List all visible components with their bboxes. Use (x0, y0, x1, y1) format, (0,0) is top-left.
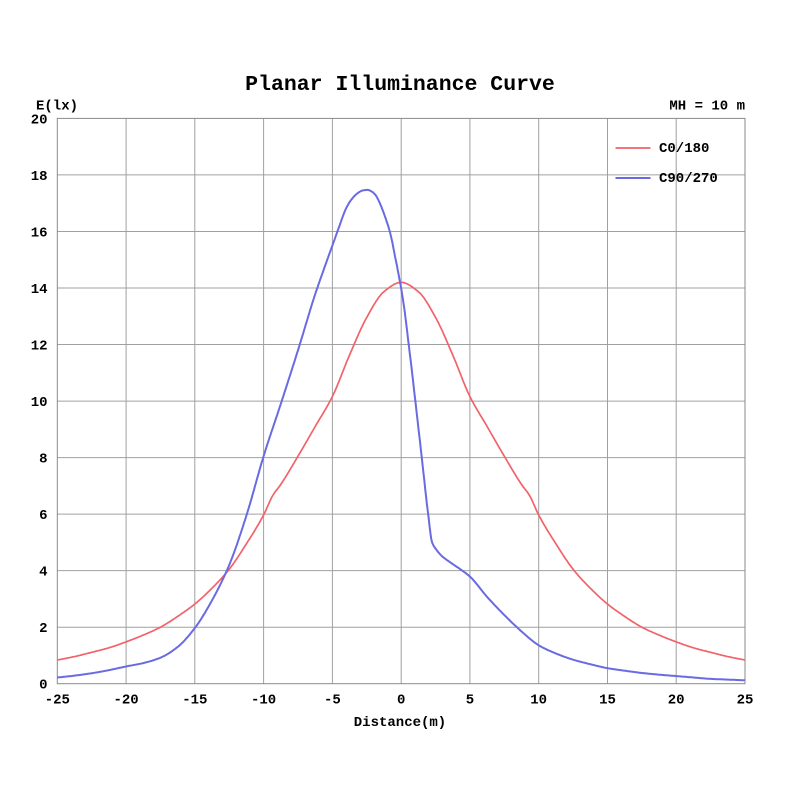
svg-text:MH = 10 m: MH = 10 m (669, 99, 745, 115)
svg-text:18: 18 (31, 169, 48, 185)
svg-text:Planar Illuminance Curve: Planar Illuminance Curve (245, 73, 555, 97)
svg-text:-5: -5 (324, 693, 341, 709)
svg-text:C0/180: C0/180 (659, 141, 709, 157)
svg-text:0: 0 (39, 678, 47, 694)
svg-text:-15: -15 (182, 693, 207, 709)
svg-text:12: 12 (31, 338, 48, 354)
svg-text:20: 20 (668, 693, 685, 709)
svg-text:16: 16 (31, 225, 48, 241)
svg-text:2: 2 (39, 621, 47, 637)
svg-text:14: 14 (31, 282, 48, 298)
svg-text:15: 15 (599, 693, 616, 709)
svg-text:Distance(m): Distance(m) (354, 715, 446, 731)
svg-text:E(lx): E(lx) (36, 99, 78, 115)
svg-text:25: 25 (737, 693, 754, 709)
svg-text:-20: -20 (113, 693, 138, 709)
svg-text:-10: -10 (251, 693, 276, 709)
svg-text:-25: -25 (45, 693, 70, 709)
svg-text:8: 8 (39, 452, 47, 468)
svg-text:10: 10 (530, 693, 547, 709)
svg-text:4: 4 (39, 565, 47, 581)
svg-text:6: 6 (39, 508, 47, 524)
svg-text:C90/270: C90/270 (659, 171, 718, 187)
svg-text:5: 5 (466, 693, 474, 709)
svg-text:10: 10 (31, 395, 48, 411)
svg-text:20: 20 (31, 112, 48, 128)
svg-text:0: 0 (397, 693, 405, 709)
